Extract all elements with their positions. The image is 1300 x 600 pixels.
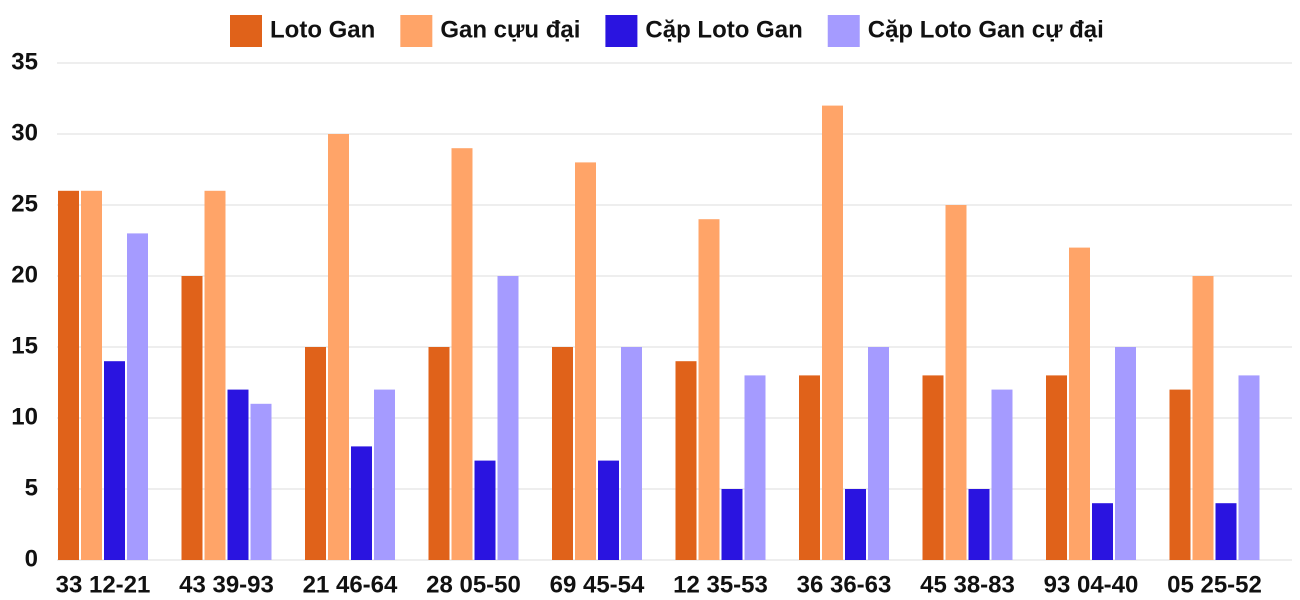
x-tick-label: 69 45-54 [550, 571, 645, 598]
bar [328, 134, 349, 560]
y-tick-label: 20 [11, 261, 38, 288]
legend-swatch [605, 15, 638, 47]
bar [104, 361, 125, 560]
bar [822, 105, 843, 560]
bar [81, 190, 102, 561]
bar [1115, 347, 1136, 560]
bar [1238, 375, 1260, 560]
bar [845, 489, 866, 560]
bar [305, 347, 326, 560]
bar [1046, 375, 1067, 560]
bar [721, 489, 743, 560]
x-tick-label: 28 05-50 [426, 571, 521, 598]
x-tick-label: 12 35-53 [673, 571, 768, 598]
bar [227, 389, 249, 560]
legend-label: Cặp Loto Gan cự đại [868, 16, 1104, 43]
bar [1192, 276, 1214, 560]
bar [428, 347, 450, 560]
bar [250, 403, 272, 560]
legend-label: Loto Gan [270, 16, 375, 43]
bar [698, 219, 720, 560]
legend-swatch [400, 15, 433, 47]
y-tick-label: 30 [11, 119, 38, 146]
y-tick-label: 0 [25, 545, 38, 572]
bar [598, 460, 619, 560]
x-tick-label: 93 04-40 [1044, 571, 1139, 598]
bar [204, 190, 226, 561]
bar [552, 347, 573, 560]
y-tick-label: 5 [25, 474, 38, 501]
bar [181, 276, 203, 560]
y-tick-label: 15 [11, 332, 38, 359]
bar [374, 389, 395, 560]
bar [351, 446, 372, 560]
legend-swatch [230, 15, 262, 47]
y-tick-label: 25 [11, 190, 38, 217]
bar [799, 375, 820, 560]
bar [451, 148, 473, 560]
y-tick-label: 10 [11, 403, 38, 430]
bar [1215, 503, 1237, 560]
x-tick-label: 36 36-63 [797, 571, 892, 598]
legend-label: Cặp Loto Gan [645, 16, 802, 43]
bar [1169, 389, 1191, 560]
x-tick-label: 45 38-83 [920, 571, 1015, 598]
bar [945, 205, 967, 560]
bar [868, 347, 889, 560]
bar [675, 361, 697, 560]
x-tick-label: 05 25-52 [1167, 571, 1262, 598]
bar [621, 347, 642, 560]
bar [127, 233, 148, 560]
legend-label: Gan cựu đại [440, 16, 580, 43]
legend-swatch [827, 15, 860, 47]
bar [474, 460, 496, 560]
bar [497, 276, 519, 560]
x-tick-label: 21 46-64 [303, 571, 398, 598]
bar [991, 389, 1013, 560]
bar [58, 190, 79, 561]
bar [744, 375, 766, 560]
bar [1069, 247, 1090, 560]
bar [968, 489, 990, 560]
bar [922, 375, 944, 560]
bar [1092, 503, 1113, 560]
x-tick-label: 43 39-93 [179, 571, 274, 598]
y-tick-label: 35 [11, 48, 38, 75]
bar [575, 162, 596, 560]
x-tick-label: 33 12-21 [56, 571, 151, 598]
